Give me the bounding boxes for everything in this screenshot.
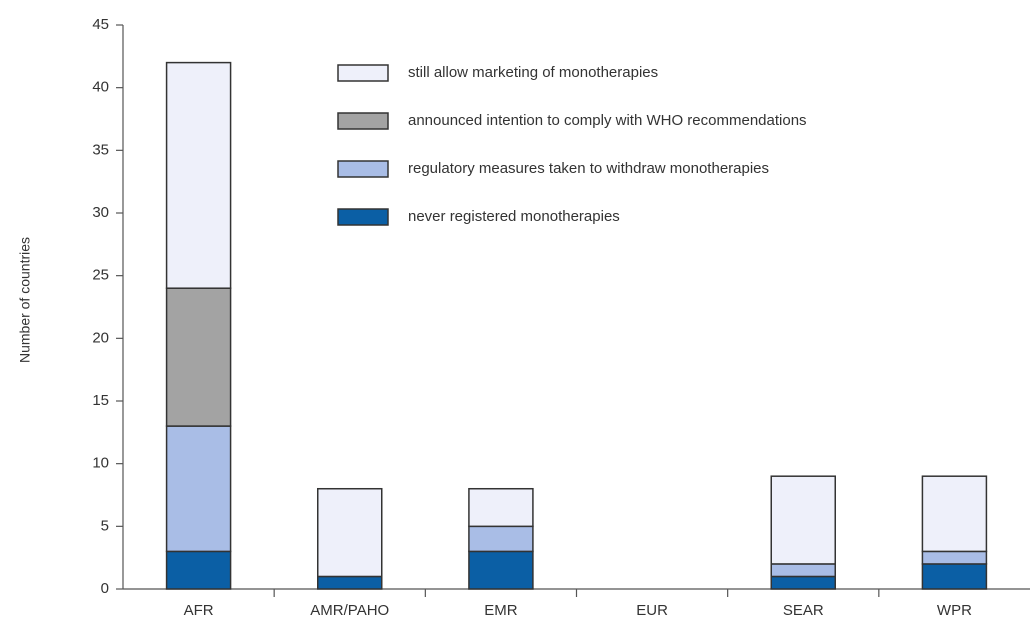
bar-segment: [317, 487, 383, 578]
bar-segment: [921, 550, 988, 565]
bar-segment: [468, 487, 534, 528]
bar-segment: [468, 550, 534, 590]
y-tick-label: 10: [92, 455, 109, 472]
bar-segment: [468, 525, 534, 553]
bar-segment: [165, 287, 232, 427]
bar-segment: [770, 475, 836, 565]
y-tick-label: 5: [101, 517, 109, 534]
x-tick-label: SEAR: [783, 602, 824, 619]
legend-label: announced intention to comply with WHO r…: [408, 112, 807, 129]
y-tick-label: 0: [101, 580, 109, 597]
legend-swatch: [337, 64, 389, 82]
bar-segment: [165, 425, 232, 553]
legend-label: never registered monotherapies: [408, 208, 620, 225]
y-tick-label: 20: [92, 329, 109, 346]
x-tick-label: EUR: [636, 602, 668, 619]
bar-segment: [770, 563, 836, 578]
y-tick-label: 40: [92, 79, 109, 96]
bar-segment: [921, 563, 988, 590]
bar-segment: [921, 475, 988, 553]
legend-swatch: [337, 112, 389, 130]
bar-segment: [165, 61, 232, 289]
x-tick-label: AMR/PAHO: [310, 602, 389, 619]
y-tick-label: 35: [92, 141, 109, 158]
legend-label: still allow marketing of monotherapies: [408, 64, 658, 81]
legend-swatch: [337, 208, 389, 226]
x-tick-label: WPR: [937, 602, 972, 619]
y-tick-label: 15: [92, 392, 109, 409]
x-tick-label: EMR: [484, 602, 518, 619]
legend-swatch: [337, 160, 389, 178]
y-tick-label: 30: [92, 204, 109, 221]
x-tick-label: AFR: [184, 602, 214, 619]
y-tick-label: 45: [92, 16, 109, 33]
bar-segment: [770, 575, 836, 590]
legend-label: regulatory measures taken to withdraw mo…: [408, 160, 769, 177]
y-axis-label: Number of countries: [17, 237, 33, 363]
y-tick-label: 25: [92, 267, 109, 284]
bar-segment: [317, 575, 383, 590]
bar-segment: [165, 550, 232, 590]
